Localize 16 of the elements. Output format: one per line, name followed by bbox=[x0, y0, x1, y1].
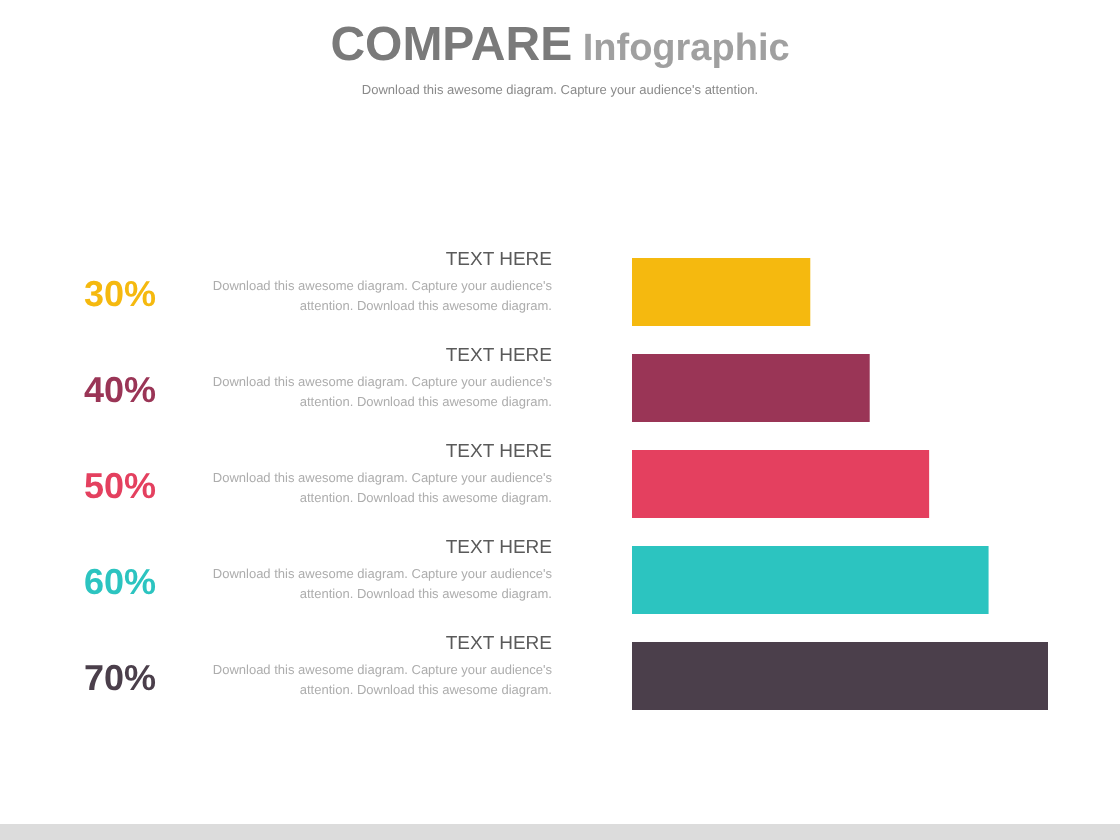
data-label: 40% bbox=[84, 369, 157, 410]
bar bbox=[632, 449, 930, 519]
y-tick-label: TEXT HERE bbox=[445, 537, 552, 560]
y-tick-label: TEXT HERE bbox=[445, 633, 552, 656]
y-tick-label: TEXT HERE bbox=[445, 441, 552, 464]
data-label: 30% bbox=[84, 273, 157, 314]
data-label: 60% bbox=[84, 561, 157, 602]
data-label: 50% bbox=[84, 465, 157, 506]
y-tick-label: TEXT HERE bbox=[445, 249, 552, 272]
bar bbox=[632, 641, 1048, 711]
bar bbox=[632, 257, 811, 327]
bar bbox=[632, 353, 870, 423]
data-label: 70% bbox=[84, 657, 157, 698]
chart-title: COMPARE Infographic bbox=[330, 18, 790, 72]
bar bbox=[632, 545, 989, 615]
y-tick-label: TEXT HERE bbox=[445, 345, 552, 368]
